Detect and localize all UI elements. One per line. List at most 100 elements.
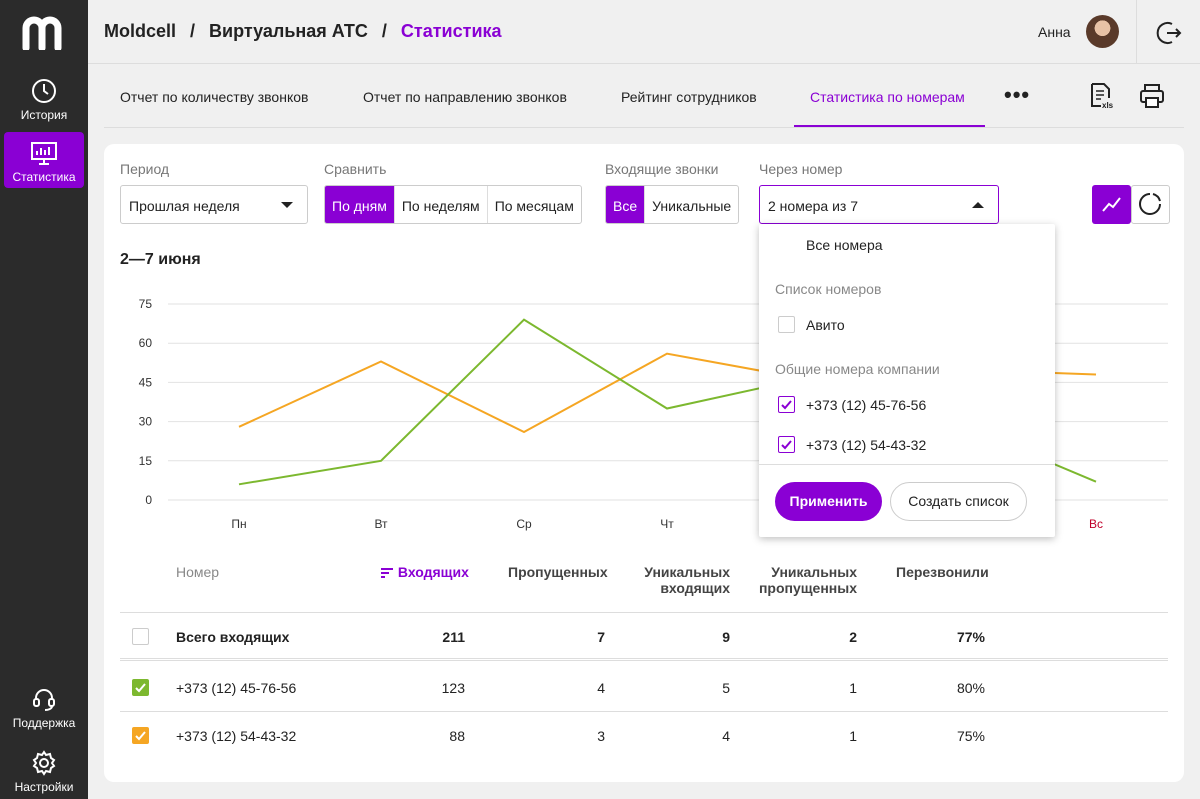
print-icon[interactable] — [1138, 82, 1166, 110]
sidebar-item-label: Поддержка — [12, 716, 76, 730]
row-incoming: 88 — [449, 728, 465, 744]
compare-months[interactable]: По месяцам — [494, 198, 574, 214]
row-missed: 4 — [597, 680, 605, 696]
col-number[interactable]: Номер — [176, 564, 220, 580]
total-label: Всего входящих — [176, 629, 290, 645]
user-name[interactable]: Анна — [1038, 24, 1071, 40]
col-unique-missed[interactable]: Уникальных пропущенных — [756, 564, 857, 596]
dropdown-section-list: Список номеров — [775, 281, 882, 297]
x-tick-label: Пн — [231, 517, 246, 531]
more-icon[interactable]: ••• — [1004, 82, 1031, 107]
tab-call-direction[interactable]: Отчет по направлению звонков — [363, 89, 567, 105]
via-label: Через номер — [759, 161, 843, 177]
sort-icon — [381, 568, 393, 579]
row-unique-incoming: 4 — [722, 728, 730, 744]
y-tick-label: 75 — [139, 297, 153, 311]
y-tick-label: 45 — [139, 375, 153, 389]
col-label-line: входящих — [660, 580, 730, 596]
create-list-button[interactable]: Создать список — [890, 482, 1027, 521]
compare-days[interactable]: По дням — [325, 186, 395, 223]
row-number: +373 (12) 54-43-32 — [176, 728, 297, 744]
gear-icon — [32, 750, 56, 776]
sidebar-item-label: Статистика — [12, 170, 76, 184]
apply-button[interactable]: Применить — [775, 482, 882, 521]
x-tick-label: Вс — [1089, 517, 1103, 531]
row-unique-missed: 1 — [849, 728, 857, 744]
tab-call-count[interactable]: Отчет по количеству звонков — [120, 89, 309, 105]
col-incoming[interactable]: Входящих — [380, 564, 469, 580]
row-callback: 75% — [956, 728, 985, 744]
chart-monitor-icon — [31, 142, 57, 165]
breadcrumb: Moldcell / Виртуальная АТС / Статистика — [104, 21, 502, 42]
dropdown-item-avito[interactable]: Авито — [806, 317, 845, 333]
via-number-dropdown: Все номера Список номеров Авито Общие но… — [759, 224, 1055, 537]
caret-down-icon — [281, 202, 293, 208]
moldcell-logo[interactable] — [22, 14, 68, 50]
col-label-line: Уникальных — [771, 564, 857, 580]
xls-export-icon[interactable]: xls — [1089, 82, 1115, 110]
compare-segment: По дням По неделям По месяцам — [324, 185, 582, 224]
breadcrumb-sep: / — [381, 21, 387, 41]
row-checkbox-checked[interactable] — [132, 679, 149, 696]
total-unique-missed: 2 — [849, 629, 857, 645]
avatar[interactable] — [1086, 15, 1119, 48]
dropdown-item-number[interactable]: +373 (12) 54-43-32 — [806, 437, 927, 453]
total-missed: 7 — [597, 629, 605, 645]
sidebar-item-settings[interactable]: Настройки — [4, 742, 84, 798]
x-tick-label: Ср — [516, 517, 532, 531]
total-callback: 77% — [956, 629, 985, 645]
dropdown-checkbox-checked[interactable] — [778, 436, 795, 453]
col-callback[interactable]: Перезвонили — [896, 564, 989, 580]
via-number-select[interactable]: 2 номера из 7 — [759, 185, 999, 224]
col-unique-incoming[interactable]: Уникальных входящих — [644, 564, 730, 596]
total-unique-incoming: 9 — [722, 629, 730, 645]
sidebar-item-label: История — [20, 108, 68, 122]
y-tick-label: 0 — [145, 493, 152, 507]
col-label-line: Уникальных — [644, 564, 730, 580]
pie-chart-button[interactable] — [1131, 185, 1170, 224]
y-tick-label: 15 — [139, 454, 153, 468]
row-checkbox[interactable] — [132, 628, 149, 645]
breadcrumb-item[interactable]: Виртуальная АТС — [209, 21, 368, 41]
tab-number-stats[interactable]: Статистика по номерам — [810, 89, 965, 105]
tab-employee-rating[interactable]: Рейтинг сотрудников — [621, 89, 757, 105]
total-incoming: 211 — [442, 629, 465, 645]
period-select[interactable]: Прошлая неделя — [120, 185, 308, 224]
row-unique-missed: 1 — [849, 680, 857, 696]
sidebar: История Статистика Поддержка Настройки — [0, 0, 88, 799]
col-missed[interactable]: Пропущенных — [508, 564, 608, 580]
date-range: 2—7 июня — [120, 251, 201, 268]
dropdown-all-numbers[interactable]: Все номера — [806, 237, 883, 253]
header: Moldcell / Виртуальная АТС / Статистика Анна — [88, 0, 1200, 64]
sidebar-item-support[interactable]: Поддержка — [4, 678, 84, 734]
y-tick-label: 60 — [139, 336, 153, 350]
line-chart-button[interactable] — [1092, 185, 1131, 224]
row-number: +373 (12) 45-76-56 — [176, 680, 297, 696]
tab-underline — [794, 125, 985, 127]
col-incoming-label: Входящих — [397, 564, 469, 580]
row-incoming: 123 — [441, 680, 465, 696]
col-label-line: пропущенных — [758, 580, 857, 596]
line-chart-icon — [1102, 197, 1121, 212]
dropdown-checkbox[interactable] — [778, 316, 795, 333]
sidebar-item-label: Настройки — [14, 780, 74, 794]
via-value: 2 номера из 7 — [768, 198, 858, 214]
caret-up-icon — [972, 202, 984, 208]
incoming-all[interactable]: Все — [606, 186, 646, 223]
logout-icon[interactable] — [1156, 20, 1182, 46]
y-tick-label: 30 — [139, 415, 153, 429]
compare-weeks[interactable]: По неделям — [395, 186, 488, 223]
row-callback: 80% — [956, 680, 985, 696]
sidebar-item-history[interactable]: История — [4, 70, 84, 126]
row-checkbox-checked[interactable] — [132, 727, 149, 744]
breadcrumb-item[interactable]: Moldcell — [104, 21, 177, 41]
dropdown-item-number[interactable]: +373 (12) 45-76-56 — [806, 397, 927, 413]
dropdown-checkbox-checked[interactable] — [778, 396, 795, 413]
incoming-unique[interactable]: Уникальные — [652, 198, 732, 214]
svg-text:xls: xls — [1102, 101, 1114, 110]
breadcrumb-current: Статистика — [400, 21, 502, 41]
table-row-total: Всего входящих 211 7 9 2 77% — [120, 612, 1168, 661]
sidebar-item-statistics[interactable]: Статистика — [4, 132, 84, 188]
incoming-segment: Все Уникальные — [605, 185, 740, 224]
compare-label: Сравнить — [324, 161, 387, 177]
